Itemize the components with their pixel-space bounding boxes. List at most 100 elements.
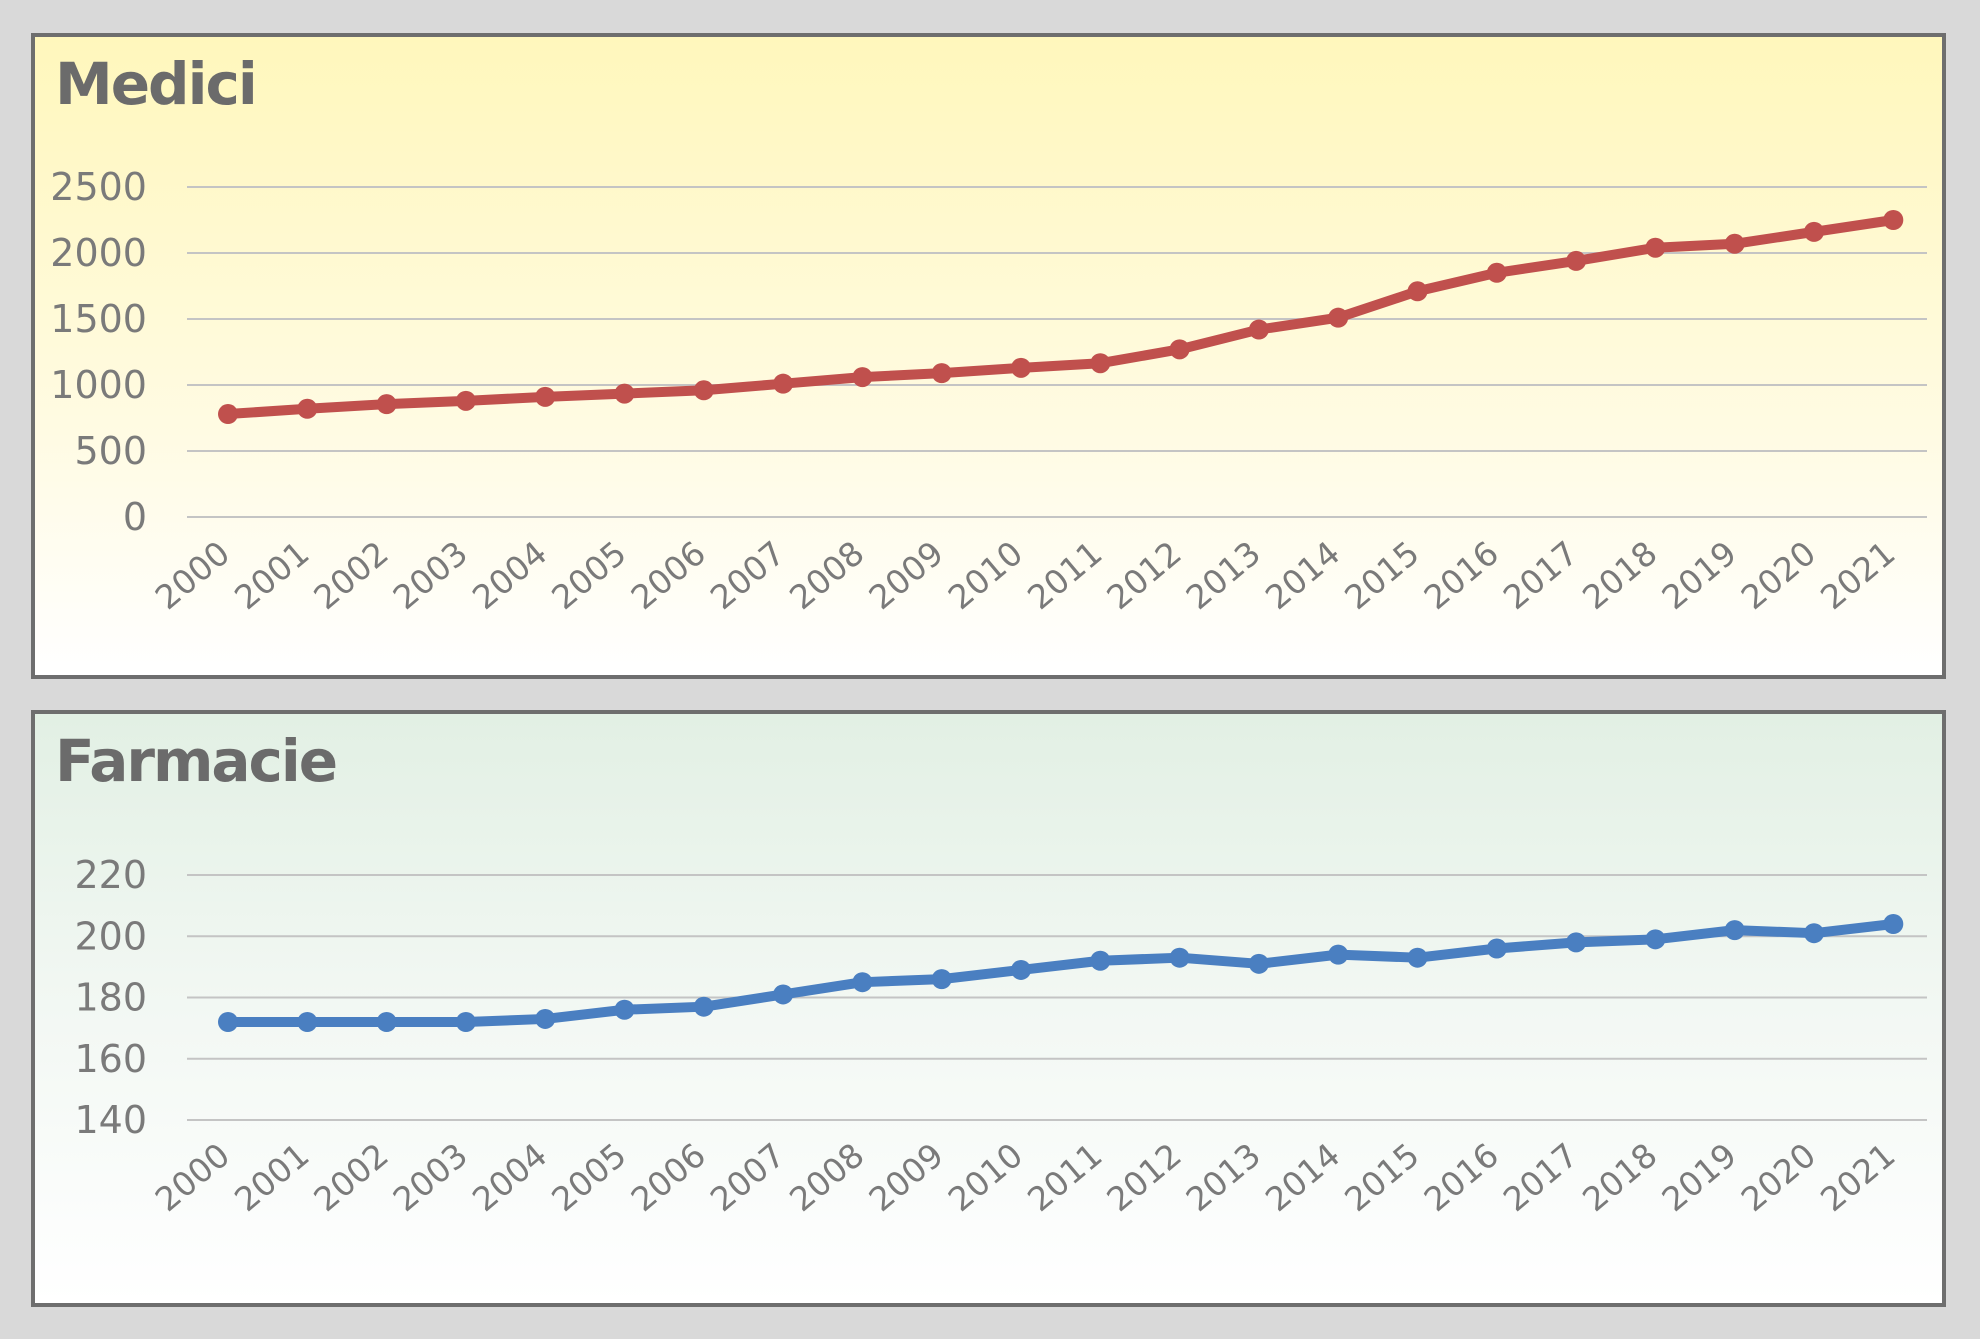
data-point (1566, 932, 1587, 953)
data-point (1645, 929, 1666, 950)
chart-panel-farmacie: Farmacie 140 160 180 200 220 2000 2001 2002 2003… (31, 710, 1946, 1307)
x-tick-label: 2009 (861, 533, 950, 617)
x-tick-label: 2007 (703, 533, 792, 617)
data-point (773, 373, 794, 394)
data-point (773, 984, 794, 1005)
line-chart-farmacie: 1401601802002202000200120022003200420052… (74, 853, 1927, 1219)
data-point (376, 1012, 397, 1032)
data-point (1804, 221, 1824, 242)
data-point (1486, 938, 1507, 959)
data-point (1724, 920, 1745, 941)
x-tick-label: 2020 (1734, 533, 1823, 617)
data-point (614, 999, 635, 1020)
y-tick-label: 140 (74, 1098, 147, 1142)
data-point (376, 394, 397, 415)
data-point (455, 1012, 476, 1032)
x-tick-label: 2006 (624, 533, 713, 617)
data-point (1407, 281, 1428, 302)
data-point (1486, 262, 1507, 283)
x-tick-label: 2012 (1099, 533, 1188, 617)
x-tick-label: 2005 (544, 533, 633, 617)
data-point (931, 363, 952, 384)
x-tick-label: 2009 (861, 1135, 950, 1219)
x-tick-label: 2003 (386, 1135, 475, 1219)
x-tick-label: 2004 (465, 1135, 554, 1219)
data-point (1645, 237, 1666, 258)
x-tick-label: 2002 (306, 1135, 395, 1219)
data-point (852, 367, 873, 388)
y-tick-label: 500 (74, 429, 147, 473)
data-point (297, 398, 318, 419)
x-tick-label: 2000 (148, 1135, 237, 1219)
y-tick-label: 0 (123, 495, 147, 539)
line-chart-medici: 0500100015002000250020002001200220032004… (50, 165, 1927, 617)
x-tick-label: 2018 (1575, 1135, 1664, 1219)
data-point (1090, 950, 1111, 971)
data-point (1883, 914, 1904, 934)
data-point (1883, 210, 1904, 230)
x-tick-label: 2005 (544, 1135, 633, 1219)
data-point (693, 380, 714, 401)
data-point (1407, 947, 1428, 968)
x-tick-label: 2019 (1654, 1135, 1743, 1219)
data-point (1248, 953, 1269, 974)
data-point (1328, 944, 1349, 965)
y-tick-label: 200 (74, 914, 147, 958)
x-tick-label: 2002 (306, 533, 395, 617)
y-tick-label: 160 (74, 1037, 147, 1081)
chart-panel-medici: Medici 0 500 1000 1500 2000 2500 2000 2001 2002 2… (31, 33, 1946, 679)
data-point (1328, 307, 1349, 328)
x-tick-label: 2015 (1337, 1135, 1426, 1219)
chart-title: Farmacie (55, 727, 338, 795)
data-point (1169, 339, 1190, 360)
data-point (1804, 923, 1824, 944)
x-tick-label: 2008 (782, 533, 871, 617)
y-tick-label: 180 (74, 976, 147, 1020)
series-line (223, 215, 1899, 420)
data-point (218, 1012, 238, 1032)
x-tick-label: 2011 (1020, 1135, 1109, 1219)
x-tick-label: 2011 (1020, 533, 1109, 617)
x-tick-label: 2014 (1258, 533, 1347, 617)
x-tick-label: 2015 (1337, 533, 1426, 617)
data-point (693, 996, 714, 1017)
x-tick-label: 2016 (1417, 533, 1506, 617)
data-point (535, 386, 556, 407)
x-tick-label: 2008 (782, 1135, 871, 1219)
x-tick-label: 2021 (1813, 533, 1902, 617)
data-point (1090, 353, 1111, 374)
x-tick-label: 2018 (1575, 533, 1664, 617)
x-tick-label: 2016 (1417, 1135, 1506, 1219)
x-tick-label: 2020 (1734, 1135, 1823, 1219)
x-tick-label: 2010 (941, 1135, 1030, 1219)
x-tick-label: 2000 (148, 533, 237, 617)
x-tick-label: 2019 (1654, 533, 1743, 617)
x-tick-label: 2006 (624, 1135, 713, 1219)
data-point (1724, 233, 1745, 254)
x-tick-label: 2010 (941, 533, 1030, 617)
data-point (931, 969, 952, 990)
data-point (455, 390, 476, 411)
x-tick-label: 2021 (1813, 1135, 1902, 1219)
x-tick-label: 2013 (1179, 1135, 1268, 1219)
x-tick-label: 2007 (703, 1135, 792, 1219)
x-tick-label: 2013 (1179, 533, 1268, 617)
y-tick-label: 1000 (50, 363, 147, 407)
data-point (614, 383, 635, 404)
x-tick-label: 2001 (227, 1135, 316, 1219)
y-tick-label: 220 (74, 853, 147, 897)
data-point (218, 404, 238, 425)
x-tick-label: 2003 (386, 533, 475, 617)
x-tick-label: 2017 (1496, 1135, 1585, 1219)
data-point (852, 972, 873, 993)
y-tick-label: 1500 (50, 297, 147, 341)
data-point (1011, 959, 1031, 980)
chart-title: Medici (55, 50, 258, 118)
y-tick-label: 2500 (50, 165, 147, 209)
data-point (297, 1012, 318, 1032)
data-point (535, 1008, 556, 1029)
data-point (1011, 357, 1031, 378)
x-tick-label: 2017 (1496, 533, 1585, 617)
x-tick-label: 2001 (227, 533, 316, 617)
x-tick-label: 2014 (1258, 1135, 1347, 1219)
